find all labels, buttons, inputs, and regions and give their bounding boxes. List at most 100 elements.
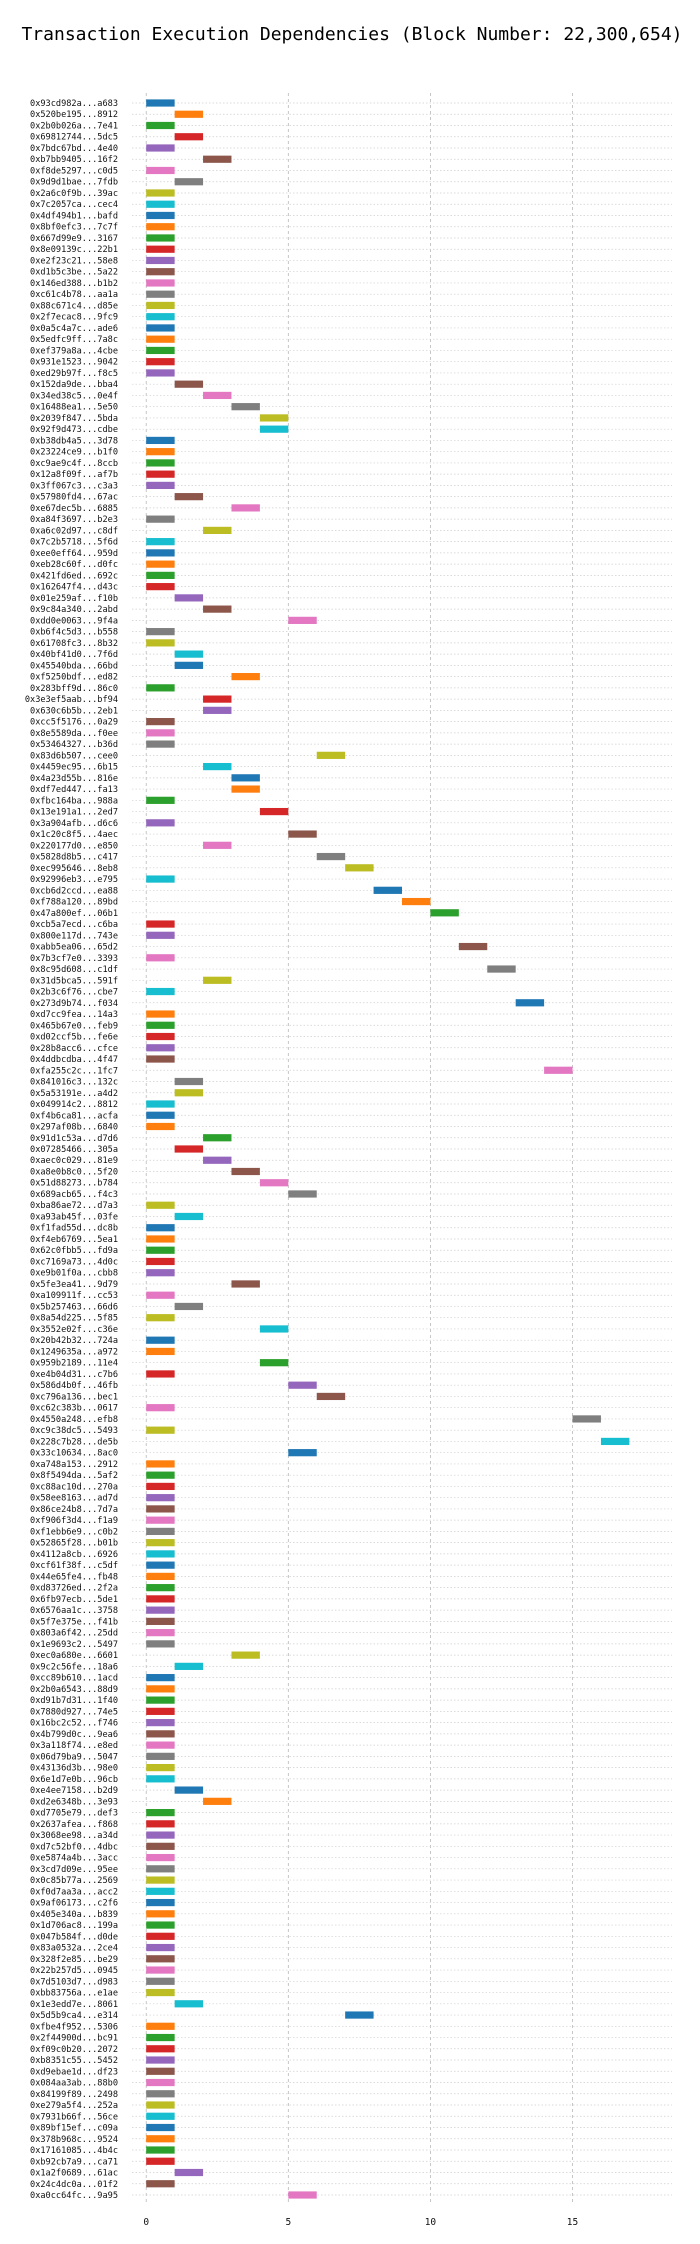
y-tick-label: 0x40bf41d0...7f6d: [30, 650, 118, 660]
y-tick-label: 0xe4b04d31...c7b6: [30, 1370, 118, 1380]
transaction-bar: [146, 189, 175, 197]
y-tick-label: 0x4112a8cb...6926: [30, 1550, 118, 1560]
transaction-bar: [146, 2090, 175, 2098]
y-tick-label: 0xe2f23c21...58e8: [30, 256, 118, 266]
transaction-bar: [174, 1786, 204, 1794]
y-tick-label: 0xf09c0b20...2072: [30, 2045, 118, 2055]
transaction-bar: [146, 2033, 175, 2042]
transaction-bar: [146, 1235, 175, 1243]
y-tick-label: 0xe9b01f0a...cbb8: [30, 1269, 118, 1279]
y-tick-label: 0xe67dec5b...6885: [30, 504, 118, 514]
y-tick-label: 0xf1fad55d...dc8b: [30, 1224, 118, 1234]
transaction-bar: [146, 200, 175, 208]
y-tick-label: 0x8a54d225...5f85: [30, 1314, 118, 1324]
y-tick-label: 0x465b67e0...feb9: [30, 1021, 118, 1031]
transaction-bar: [146, 819, 175, 827]
y-tick-label: 0x7c2b5718...5f6d: [30, 538, 118, 548]
transaction-bar: [259, 1179, 289, 1187]
transaction-bar: [146, 1865, 175, 1873]
transaction-bar: [146, 1977, 175, 1985]
y-tick-label: 0x6fb97ecb...5de1: [30, 1595, 118, 1605]
y-tick-label: 0x841016c3...132c: [30, 1078, 118, 1088]
y-tick-label: 0xd7c52bf0...4dbc: [30, 1842, 118, 1852]
y-tick-label: 0x44e65fe4...fb48: [30, 1572, 118, 1582]
y-tick-label: 0x52865f28...b01b: [30, 1539, 118, 1549]
transaction-bar: [174, 1302, 204, 1311]
transaction-bar: [146, 560, 175, 568]
y-tick-label: 0xa6c02d97...c8df: [30, 526, 118, 536]
transaction-bar: [146, 144, 175, 152]
y-tick-label: 0x959b2189...11e4: [30, 1359, 118, 1369]
transaction-bar: [146, 583, 175, 591]
y-tick-label: 0xdd0e0063...9f4a: [30, 616, 118, 626]
y-tick-label: 0xcc5f5176...0a29: [30, 718, 118, 728]
y-tick-label: 0xf788a120...89bd: [30, 898, 118, 908]
transaction-bar: [146, 1820, 175, 1828]
transaction-bar: [146, 256, 175, 265]
transaction-bar: [174, 650, 204, 658]
y-tick-label: 0x3552e02f...c36e: [30, 1325, 118, 1335]
transaction-bar: [203, 391, 232, 400]
transaction-bar: [146, 279, 175, 287]
transaction-bar: [146, 313, 175, 321]
y-tick-label: 0x33c10634...8ac0: [30, 1449, 118, 1459]
y-tick-label: 0x800e117d...743e: [30, 931, 118, 941]
y-tick-label: 0x93cd982a...a683: [30, 99, 118, 109]
transaction-bar: [174, 1212, 204, 1221]
transaction-bar: [146, 1044, 175, 1052]
transaction-bar: [458, 942, 488, 951]
y-tick-label: 0x8e09139c...22b1: [30, 245, 118, 255]
y-tick-label: 0x3068ee98...a34d: [30, 1831, 118, 1841]
y-tick-label: 0x297af08b...6840: [30, 1123, 118, 1133]
y-tick-label: 0xd91b7d31...1f40: [30, 1696, 118, 1706]
transaction-bar: [146, 1730, 175, 1738]
transaction-bar: [146, 1910, 175, 1918]
y-tick-label: 0x3a904afb...d6c6: [30, 819, 118, 829]
y-tick-label: 0x24c4dc0a...01f2: [30, 2180, 118, 2190]
transaction-bar: [146, 1471, 175, 1479]
transaction-bar: [146, 954, 175, 962]
transaction-bar: [600, 1437, 630, 1446]
y-tick-label: 0x1d706ac8...199a: [30, 1921, 118, 1931]
transaction-bar: [515, 999, 545, 1007]
transaction-bar: [146, 931, 175, 939]
transaction-bar: [146, 729, 175, 737]
transaction-bar: [146, 1257, 175, 1266]
transaction-bar: [146, 448, 175, 456]
transaction-bar: [288, 1190, 317, 1198]
transaction-bar: [174, 2168, 204, 2177]
y-tick-label: 0xef379a8a...4cbe: [30, 346, 118, 356]
transaction-bar: [402, 897, 431, 906]
transaction-bar: [146, 1336, 175, 1344]
y-tick-label: 0x803a6f42...25dd: [30, 1629, 118, 1639]
transaction-bar: [231, 774, 260, 782]
y-tick-label: 0x45540bda...66bd: [30, 661, 118, 671]
y-tick-label: 0x9d9d1bae...7fdb: [30, 178, 118, 188]
x-tick-labels: 0 5 10 15: [143, 2217, 578, 2228]
transaction-bar: [146, 987, 175, 996]
y-tick-label: 0x1c20c8f5...4aec: [30, 830, 118, 840]
transaction-bar: [146, 1550, 175, 1558]
transaction-bar: [146, 1921, 175, 1929]
y-tick-label: 0xcb6d2ccd...ea88: [30, 886, 118, 896]
y-tick-label: 0xfbe4f952...5306: [30, 2022, 118, 2032]
y-tick-label: 0xcc89b610...1acd: [30, 1674, 118, 1684]
y-tick-label: 0xf906f3d4...f1a9: [30, 1516, 118, 1526]
transaction-bar: [146, 718, 175, 726]
y-tick-label: 0xc88ac10d...270a: [30, 1482, 118, 1492]
transaction-bar: [146, 2112, 175, 2120]
transaction-bar: [288, 1449, 317, 1457]
y-tick-label: 0x91d1c53a...d7d6: [30, 1134, 118, 1144]
transaction-bar: [146, 2180, 175, 2188]
transaction-bar: [174, 133, 204, 141]
transaction-bar: [146, 1831, 175, 1839]
transaction-bar: [146, 571, 175, 579]
transaction-bar: [146, 538, 175, 546]
chart-title: Transaction Execution Dependencies (Bloc…: [21, 24, 682, 45]
y-tick-label: 0xa748a153...2912: [30, 1460, 118, 1470]
y-tick-label: 0x049914c2...8812: [30, 1100, 118, 1110]
transaction-bar: [174, 380, 204, 388]
y-tick-label: 0xa8e0b8c0...5f20: [30, 1167, 118, 1177]
y-tick-label: 0x1e9693c2...5497: [30, 1640, 118, 1650]
